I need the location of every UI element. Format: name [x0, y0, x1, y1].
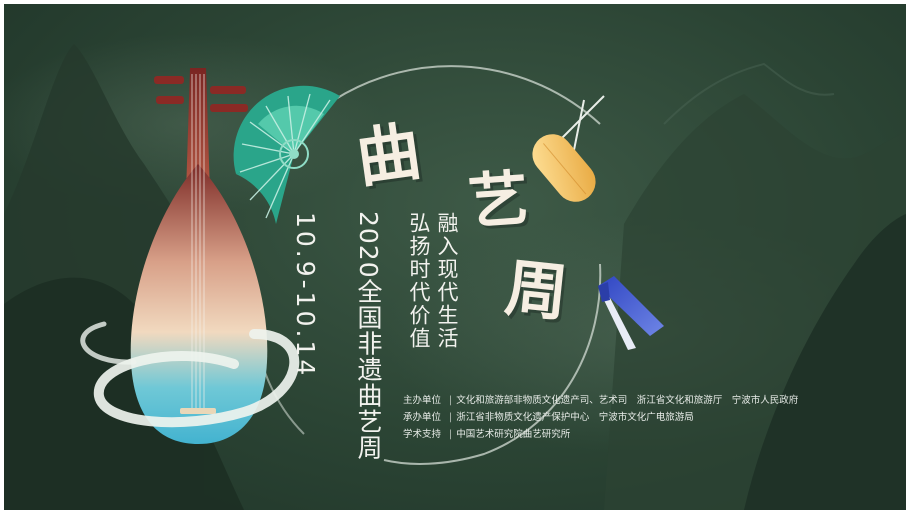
poster-artwork	[4, 34, 906, 510]
event-dates: 10.9-10.14	[291, 212, 320, 379]
clapper-board-icon	[532, 95, 605, 202]
credit-separator: |	[449, 412, 453, 423]
title-character-2: 艺	[466, 163, 531, 238]
title-character-1: 曲	[351, 113, 426, 198]
credit-support-label: 学术支持	[403, 429, 442, 440]
credit-undertaker: 承办单位 | 浙江省非物质文化遗产保护中心 宁波市文化广电旅游局	[403, 409, 694, 423]
credit-organizer-label: 主办单位	[403, 395, 442, 406]
blue-clapper-icon	[598, 276, 664, 350]
credit-undertaker-label: 承办单位	[403, 412, 442, 423]
title-character-3: 周	[501, 250, 572, 331]
credit-undertaker-value: 浙江省非物质文化遗产保护中心 宁波市文化广电旅游局	[456, 412, 694, 423]
credit-separator: |	[449, 395, 453, 406]
credit-support-value: 中国艺术研究院曲艺研究所	[456, 429, 571, 440]
credit-organizer-value: 文化和旅游部非物质文化遗产司、艺术司 浙江省文化和旅游厅 宁波市人民政府	[456, 395, 799, 406]
credit-separator: |	[449, 429, 453, 440]
event-name: 2020全国非遗曲艺周	[354, 211, 383, 461]
poster: 曲 艺 周 融入现代生活 弘扬时代价值 2020全国非遗曲艺周 10.9-10.…	[4, 4, 906, 510]
credit-organizer: 主办单位 | 文化和旅游部非物质文化遗产司、艺术司 浙江省文化和旅游厅 宁波市人民政…	[403, 392, 798, 406]
slogan-line-2: 弘扬时代价值	[407, 212, 431, 350]
slogan-line-1: 融入现代生活	[435, 212, 459, 350]
folding-fan-icon	[233, 85, 340, 224]
pipa-icon	[80, 68, 300, 444]
credit-support: 学术支持 | 中国艺术研究院曲艺研究所	[403, 426, 570, 440]
